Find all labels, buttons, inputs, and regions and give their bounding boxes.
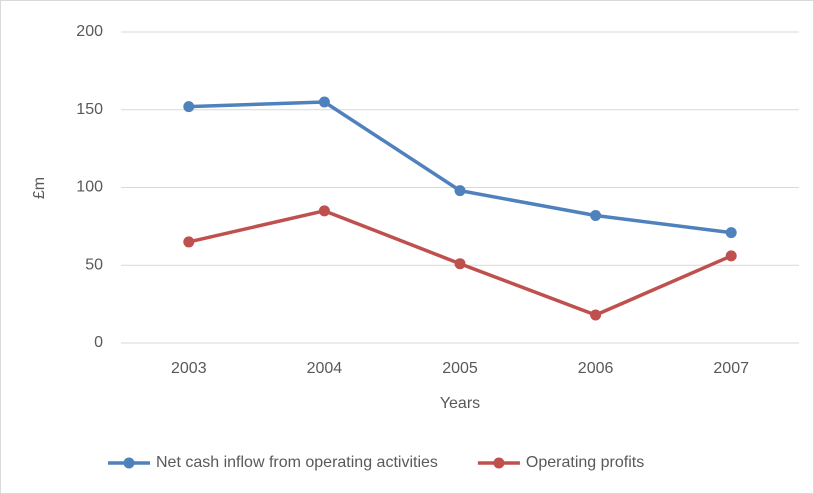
data-point [318,205,330,217]
x-tick-label: 2006 [578,360,614,377]
data-point [183,236,195,248]
legend-marker [123,457,135,469]
y-tick-label: 200 [76,23,103,40]
data-point [725,227,737,239]
data-point [454,258,466,270]
x-axis-label: Years [440,395,480,412]
data-point [725,250,737,262]
y-tick-label: 0 [94,334,103,351]
y-axis-label: £m [31,177,48,199]
legend-marker [493,457,505,469]
legend-label: Net cash inflow from operating activitie… [156,454,438,471]
data-point [590,209,602,221]
data-point [318,96,330,108]
legend-label: Operating profits [526,454,644,471]
data-point [454,185,466,197]
y-tick-label: 150 [76,101,103,118]
x-tick-label: 2005 [442,360,478,377]
x-tick-label: 2003 [171,360,207,377]
x-tick-label: 2007 [713,360,749,377]
x-tick-label: 2004 [307,360,343,377]
data-point [590,309,602,321]
y-tick-label: 50 [85,256,103,273]
data-point [183,101,195,113]
y-tick-label: 100 [76,179,103,196]
